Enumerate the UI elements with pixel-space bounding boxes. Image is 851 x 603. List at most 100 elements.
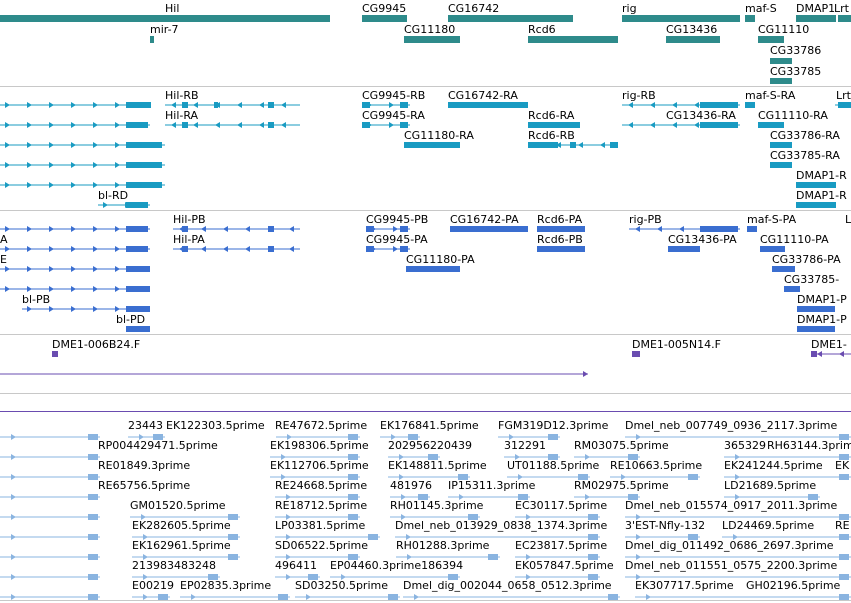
est-block[interactable] xyxy=(588,554,598,560)
gene-hil-bar[interactable] xyxy=(0,15,330,22)
feature-exon[interactable] xyxy=(758,122,784,128)
feature-exon[interactable] xyxy=(182,246,188,252)
est-block[interactable] xyxy=(588,514,598,520)
feature-exon[interactable] xyxy=(126,142,162,148)
est-block[interactable] xyxy=(839,534,849,540)
feature-exon[interactable] xyxy=(570,142,576,148)
est-block[interactable] xyxy=(578,474,588,480)
feature-exon[interactable] xyxy=(537,226,585,232)
feature-exon[interactable] xyxy=(400,226,408,232)
feature-exon[interactable] xyxy=(770,162,792,168)
est-block[interactable] xyxy=(548,454,558,460)
est-block[interactable] xyxy=(158,594,168,600)
est-block[interactable] xyxy=(839,574,849,580)
est-block[interactable] xyxy=(608,594,618,600)
feature-exon[interactable] xyxy=(126,182,162,188)
est-block[interactable] xyxy=(88,534,98,540)
est-block[interactable] xyxy=(348,474,358,480)
est-block[interactable] xyxy=(228,554,238,560)
est-block[interactable] xyxy=(348,434,358,440)
feature-exon[interactable] xyxy=(148,102,151,108)
feature-exon[interactable] xyxy=(760,246,785,252)
est-block[interactable] xyxy=(228,534,238,540)
est-block[interactable] xyxy=(839,454,849,460)
feature-exon[interactable] xyxy=(400,246,408,252)
est-block[interactable] xyxy=(348,514,358,520)
feature-exon[interactable] xyxy=(796,202,836,208)
gene-rig-bar[interactable] xyxy=(622,15,740,22)
est-block[interactable] xyxy=(628,454,638,460)
gene-rcd6-bar[interactable] xyxy=(528,36,618,43)
est-block[interactable] xyxy=(808,494,818,500)
feature-exon[interactable] xyxy=(52,351,58,357)
est-block[interactable] xyxy=(88,454,98,460)
est-block[interactable] xyxy=(688,474,698,480)
gene-maf-s-bar[interactable] xyxy=(745,15,755,22)
est-block[interactable] xyxy=(839,434,849,440)
feature-exon[interactable] xyxy=(745,102,755,108)
feature-exon[interactable] xyxy=(796,182,836,188)
feature-exon[interactable] xyxy=(268,102,274,108)
est-block[interactable] xyxy=(228,514,238,520)
est-block[interactable] xyxy=(348,554,358,560)
feature-exon[interactable] xyxy=(772,266,795,272)
feature-exon[interactable] xyxy=(182,122,188,128)
feature-exon[interactable] xyxy=(400,102,408,108)
est-block[interactable] xyxy=(88,574,98,580)
est-block[interactable] xyxy=(839,474,849,480)
gene-lrt-bar[interactable] xyxy=(838,15,851,22)
feature-exon[interactable] xyxy=(528,142,558,148)
feature-exon[interactable] xyxy=(632,351,640,357)
feature-exon[interactable] xyxy=(448,102,528,108)
feature-exon[interactable] xyxy=(126,162,162,168)
est-block[interactable] xyxy=(688,534,698,540)
est-block[interactable] xyxy=(348,454,358,460)
est-block[interactable] xyxy=(839,554,849,560)
est-block[interactable] xyxy=(428,454,438,460)
feature-exon[interactable] xyxy=(268,122,274,128)
feature-exon[interactable] xyxy=(797,306,835,312)
est-block[interactable] xyxy=(88,474,98,480)
est-block[interactable] xyxy=(488,554,498,560)
feature-exon[interactable] xyxy=(366,226,374,232)
est-block[interactable] xyxy=(588,534,598,540)
feature-exon[interactable] xyxy=(610,142,618,148)
feature-exon[interactable] xyxy=(797,326,835,332)
est-block[interactable] xyxy=(388,594,398,600)
gene-cg16742-bar[interactable] xyxy=(448,15,573,22)
gene-cg11110-bar[interactable] xyxy=(758,36,784,43)
gene-mir7-bar[interactable] xyxy=(150,36,154,43)
feature-exon[interactable] xyxy=(126,326,150,332)
est-block[interactable] xyxy=(548,434,558,440)
est-block[interactable] xyxy=(408,434,418,440)
gene-cg9945-bar[interactable] xyxy=(362,15,407,22)
est-block[interactable] xyxy=(88,514,98,520)
feature-exon[interactable] xyxy=(770,142,792,148)
feature-exon[interactable] xyxy=(126,202,148,208)
est-block[interactable] xyxy=(348,494,358,500)
est-block[interactable] xyxy=(839,594,849,600)
est-block[interactable] xyxy=(418,494,428,500)
feature-exon[interactable] xyxy=(668,246,700,252)
feature-exon[interactable] xyxy=(362,102,370,108)
est-block[interactable] xyxy=(839,514,849,520)
gene-dmap1-bar[interactable] xyxy=(796,15,836,22)
feature-exon[interactable] xyxy=(450,226,528,232)
est-block[interactable] xyxy=(448,574,458,580)
est-block[interactable] xyxy=(468,514,478,520)
est-block[interactable] xyxy=(278,594,288,600)
est-block[interactable] xyxy=(588,574,598,580)
est-block[interactable] xyxy=(368,534,378,540)
est-block[interactable] xyxy=(88,554,98,560)
est-block[interactable] xyxy=(628,494,638,500)
feature-exon[interactable] xyxy=(366,246,374,252)
est-block[interactable] xyxy=(88,434,98,440)
feature-exon[interactable] xyxy=(182,226,188,232)
gene-cg13436-bar[interactable] xyxy=(666,36,720,43)
est-block[interactable] xyxy=(308,574,318,580)
est-block[interactable] xyxy=(518,494,528,500)
gene-cg11180-bar[interactable] xyxy=(404,36,460,43)
gene-cg33786-bar[interactable] xyxy=(770,58,792,64)
